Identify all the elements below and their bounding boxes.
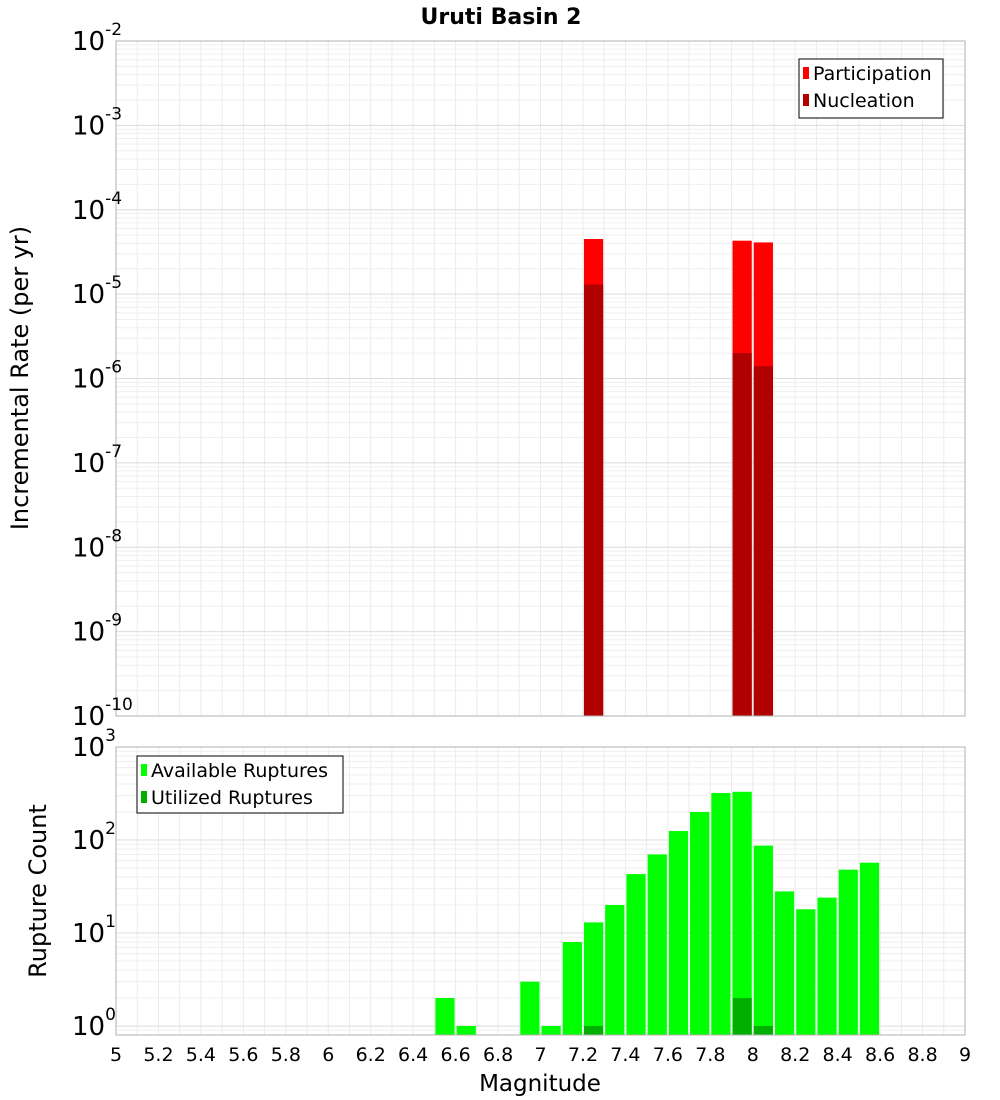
- bar-available-ruptures: [520, 981, 540, 1035]
- x-tick-label: 6: [322, 1044, 334, 1066]
- bar-available-ruptures: [859, 862, 880, 1035]
- x-axis-title: Magnitude: [479, 1071, 601, 1097]
- legend-swatch: [803, 94, 809, 106]
- y-tick-label: 10-10: [72, 695, 133, 732]
- x-tick-label: 7.6: [653, 1044, 683, 1066]
- x-tick-label: 6.8: [483, 1044, 513, 1066]
- legend-label: Participation: [813, 63, 932, 85]
- x-tick-label: 5: [110, 1044, 122, 1066]
- count-panel-y-axis-title: Rupture Count: [24, 804, 52, 978]
- x-tick-label: 8.8: [907, 1044, 937, 1066]
- x-tick-label: 8.2: [780, 1044, 810, 1066]
- bar-available-ruptures: [562, 942, 582, 1035]
- rate-panel-bars: [583, 239, 773, 717]
- x-tick-label: 8.4: [823, 1044, 853, 1066]
- x-tick-label: 6.4: [398, 1044, 428, 1066]
- x-tick-label: 5.4: [186, 1044, 216, 1066]
- bar-available-ruptures: [774, 891, 795, 1035]
- x-tick-label: 6.6: [440, 1044, 470, 1066]
- count-panel-frame: [115, 746, 966, 1036]
- y-tick-label: 10-9: [72, 611, 122, 648]
- legend-label: Nucleation: [813, 90, 915, 112]
- bar-utilized-ruptures: [753, 1025, 773, 1035]
- count-panel-bars: [435, 791, 880, 1035]
- bar-available-ruptures: [605, 904, 625, 1035]
- bar-available-ruptures: [583, 922, 604, 1035]
- bar-available-ruptures: [753, 845, 773, 1035]
- bar-utilized-ruptures: [732, 997, 752, 1035]
- bar-available-ruptures: [711, 793, 731, 1035]
- legend-box: [136, 755, 344, 814]
- bar-nucleation: [732, 353, 752, 716]
- bar-available-ruptures: [626, 874, 646, 1035]
- bar-available-ruptures: [690, 812, 710, 1035]
- x-tick-label: 7.8: [695, 1044, 725, 1066]
- rate-panel-grid: [115, 40, 966, 717]
- bar-available-ruptures: [541, 1025, 561, 1035]
- rate-panel-legend: Participation Nucleation: [798, 58, 944, 119]
- bar-available-ruptures: [838, 869, 858, 1035]
- chart-title: Uruti Basin 2: [421, 5, 582, 30]
- bar-available-ruptures: [435, 997, 455, 1035]
- x-tick-label: 8: [747, 1044, 759, 1066]
- x-tick-label: 5.8: [271, 1044, 301, 1066]
- x-tick-label: 6.2: [356, 1044, 386, 1066]
- rate-panel-frame: [115, 40, 966, 717]
- x-tick-label: 7.2: [568, 1044, 598, 1066]
- rate-panel-y-axis-title: Incremental Rate (per yr): [6, 226, 34, 530]
- bar-utilized-ruptures: [583, 1025, 604, 1035]
- legend-swatch: [141, 791, 147, 803]
- bar-available-ruptures: [647, 854, 667, 1035]
- bar-available-ruptures: [732, 791, 752, 1035]
- legend-label: Utilized Ruptures: [151, 787, 313, 809]
- bar-available-ruptures: [668, 830, 689, 1035]
- bar-available-ruptures: [796, 909, 816, 1035]
- x-tick-label: 7: [534, 1044, 546, 1066]
- count-panel-legend: Available Ruptures Utilized Ruptures: [136, 755, 344, 814]
- legend-swatch: [803, 67, 809, 79]
- x-tick-label: 5.2: [143, 1044, 173, 1066]
- x-tick-label: 7.4: [610, 1044, 640, 1066]
- bar-nucleation: [753, 366, 773, 716]
- x-tick-label: 5.6: [228, 1044, 258, 1066]
- legend-box: [798, 58, 944, 119]
- bar-nucleation: [583, 284, 604, 716]
- x-axis-ticks: 5 5.2 5.4 5.6 5.8 6 6.2 6.4 6.6 6.8 7 7.2 7.4 7.6 7.8 8…: [110, 1044, 971, 1066]
- x-tick-label: 9: [959, 1044, 971, 1066]
- legend-swatch: [141, 764, 147, 776]
- legend-label: Available Ruptures: [151, 760, 328, 782]
- bar-available-ruptures: [456, 1025, 476, 1035]
- bar-available-ruptures: [817, 897, 837, 1035]
- x-tick-label: 8.6: [865, 1044, 895, 1066]
